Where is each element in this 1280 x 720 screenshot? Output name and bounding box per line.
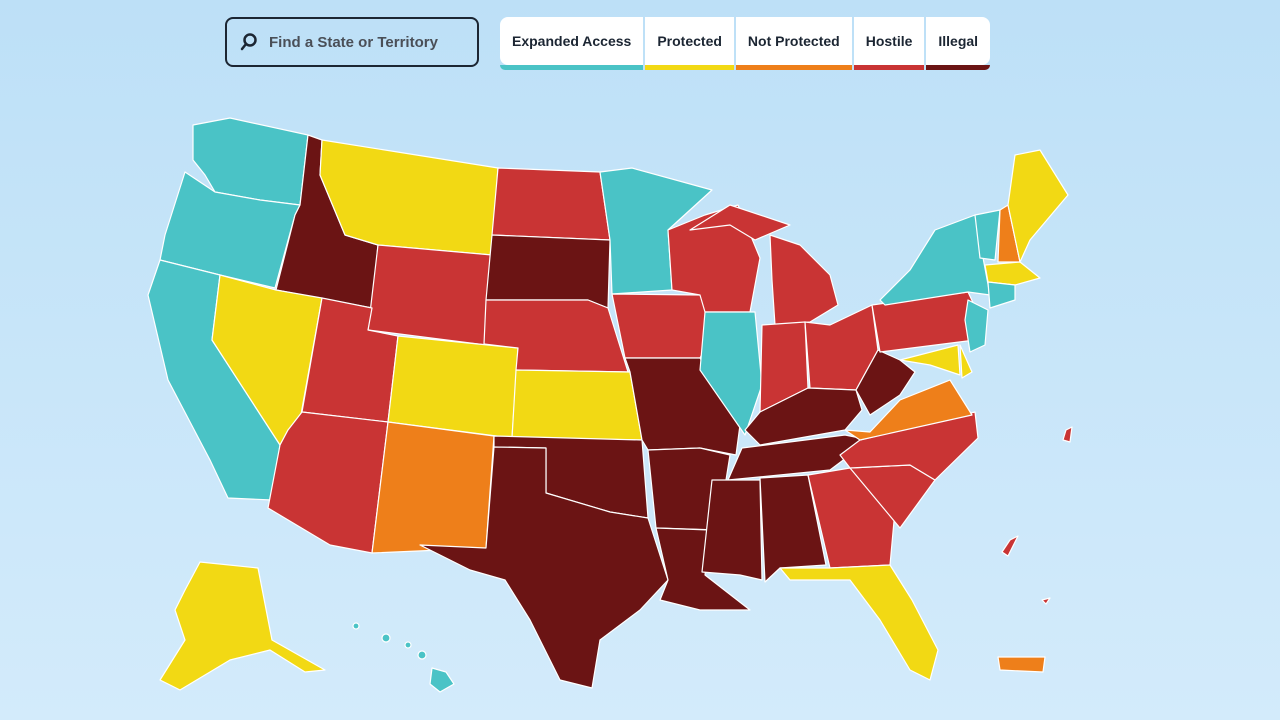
legend-bar: [926, 65, 991, 70]
state[interactable]: [987, 281, 1016, 309]
state[interactable]: [899, 344, 961, 376]
state[interactable]: [511, 369, 643, 441]
search-placeholder: Find a State or Territory: [269, 33, 438, 51]
state[interactable]: [381, 633, 391, 643]
legend-bar: [853, 65, 925, 70]
state[interactable]: [964, 299, 989, 353]
state[interactable]: [159, 561, 326, 691]
state[interactable]: [974, 209, 1001, 261]
legend-label: Expanded Access: [512, 33, 632, 49]
state[interactable]: [367, 244, 493, 346]
legend-label: Illegal: [938, 33, 979, 49]
legend-tab[interactable]: Expanded Access: [500, 17, 644, 70]
state[interactable]: [404, 641, 412, 649]
state[interactable]: [959, 344, 973, 379]
legend-label: Not Protected: [747, 33, 840, 49]
legend-tab[interactable]: Protected: [645, 17, 734, 70]
legend-tab[interactable]: Illegal: [926, 17, 991, 70]
legend: Expanded Access Protected Not Protected …: [500, 17, 991, 70]
state[interactable]: [485, 234, 611, 309]
state[interactable]: [387, 335, 519, 439]
state[interactable]: [429, 667, 455, 693]
state[interactable]: [701, 479, 763, 581]
territory[interactable]: [1041, 597, 1051, 605]
legend-bar: [645, 65, 734, 70]
legend-label: Protected: [657, 33, 722, 49]
state[interactable]: [371, 421, 495, 554]
territory[interactable]: [1001, 535, 1019, 557]
legend-tab[interactable]: Not Protected: [735, 17, 852, 70]
legend-bar: [735, 65, 852, 70]
legend-tab[interactable]: Hostile: [853, 17, 925, 70]
state[interactable]: [779, 564, 939, 681]
state[interactable]: [491, 167, 611, 241]
state[interactable]: [267, 411, 389, 554]
state[interactable]: [689, 204, 791, 241]
state[interactable]: [855, 349, 916, 416]
territory[interactable]: [997, 656, 1046, 673]
state[interactable]: [744, 387, 863, 446]
legend-label: Hostile: [865, 33, 913, 49]
state[interactable]: [352, 622, 360, 630]
state[interactable]: [844, 379, 973, 441]
state[interactable]: [159, 171, 301, 289]
state[interactable]: [699, 311, 763, 436]
legend-bar: [500, 65, 644, 70]
state[interactable]: [1007, 149, 1069, 263]
territory[interactable]: [1062, 426, 1073, 443]
states: [147, 117, 1073, 693]
state[interactable]: [759, 474, 827, 583]
state[interactable]: [419, 446, 669, 689]
search-icon: [240, 33, 257, 51]
state[interactable]: [769, 234, 839, 326]
state[interactable]: [984, 261, 1041, 286]
search-box[interactable]: Find a State or Territory: [225, 17, 479, 67]
state[interactable]: [879, 214, 991, 306]
state[interactable]: [611, 293, 716, 359]
state[interactable]: [417, 650, 427, 660]
